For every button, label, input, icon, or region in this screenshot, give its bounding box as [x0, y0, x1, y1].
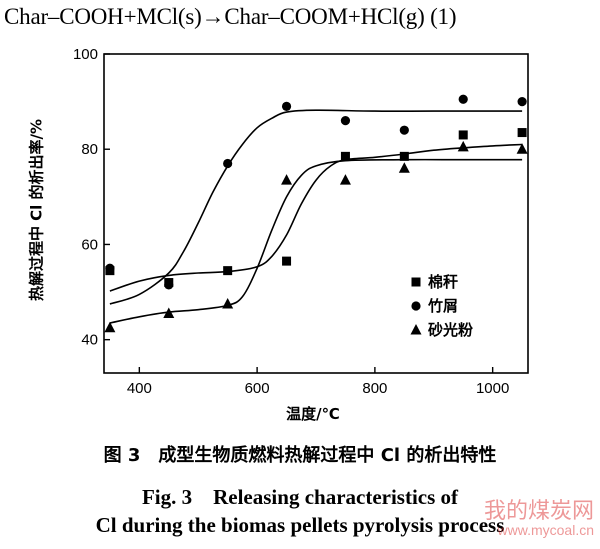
legend-square-marker [411, 277, 421, 287]
circle-data-point [517, 97, 527, 107]
triangle-data-point [339, 174, 351, 185]
triangle-data-point [163, 307, 175, 318]
fit-curve [109, 109, 523, 305]
y-tick-label: 60 [81, 236, 98, 253]
circle-data-point [281, 101, 292, 111]
plot-frame [103, 53, 529, 374]
x-tick-label: 1000 [476, 380, 509, 397]
figure-caption-cn: 图 3 成型生物质燃料热解过程中 Cl 的析出特性 [103, 445, 497, 466]
triangle-data-point [104, 321, 116, 333]
triangle-data-point [457, 140, 469, 152]
axis-ticks: 400 600 800 1000 40 60 80 100 [73, 46, 509, 397]
fit-curve [109, 158, 523, 324]
x-tick-label: 800 [362, 380, 387, 397]
y-tick-label: 40 [81, 332, 98, 349]
legend-label: 砂光粉 [428, 321, 473, 339]
legend-label: 竹屑 [427, 297, 458, 315]
square-data-point [282, 256, 292, 266]
triangle-data-point [398, 162, 410, 173]
square-data-point [399, 151, 409, 161]
square-data-point [458, 130, 468, 140]
x-tick-label: 600 [245, 380, 270, 397]
y-tick-label: 80 [81, 141, 98, 158]
circle-data-point [164, 280, 174, 290]
data-points [104, 94, 528, 333]
figure-caption-en-line2: Cl during the biomas pellets pyrolysis p… [95, 513, 505, 537]
fit-curves [109, 109, 523, 324]
x-axis-label: 温度/℃ [286, 405, 340, 423]
triangle-data-point [281, 174, 293, 185]
circle-data-point [458, 94, 468, 104]
legend-circle-marker [411, 301, 421, 311]
square-data-point [517, 128, 527, 138]
triangle-data-point [516, 143, 528, 154]
circle-data-point [340, 116, 351, 126]
triangle-data-point [222, 297, 234, 309]
square-data-point [223, 266, 233, 276]
legend-label: 棉秆 [428, 273, 458, 291]
watermark-url: www.mycoal.cn [497, 522, 594, 539]
circle-data-point [105, 263, 115, 273]
x-tick-label: 400 [127, 380, 152, 397]
fit-curve [109, 143, 523, 292]
y-axis-label: 热解过程中 Cl 的析出率/% [27, 118, 46, 302]
circle-data-point [223, 158, 233, 169]
watermark: 我的煤炭网 www.mycoal.cn [484, 500, 594, 538]
y-tick-label: 100 [73, 46, 98, 63]
circle-data-point [399, 125, 409, 135]
square-data-point [340, 151, 350, 161]
legend-triangle-marker [410, 324, 422, 335]
equation-text: Char–COOH+MCl(s)→Char–COOM+HCl(g) (1) [4, 4, 457, 29]
figure-caption-en-line1: Fig. 3 Releasing characteristics of [141, 485, 459, 509]
watermark-text: 我的煤炭网 [483, 499, 594, 524]
